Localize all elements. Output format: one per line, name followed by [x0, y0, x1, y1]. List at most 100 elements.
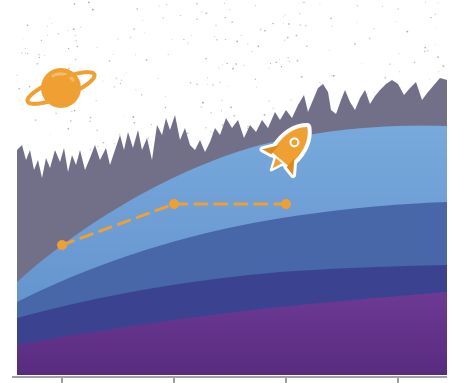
star — [331, 75, 333, 77]
star — [74, 34, 77, 37]
star — [406, 30, 409, 33]
star — [247, 128, 249, 130]
star — [132, 116, 135, 118]
star — [115, 77, 118, 80]
star — [108, 60, 111, 62]
star — [235, 63, 238, 65]
star — [236, 40, 239, 43]
star — [389, 63, 391, 65]
star — [28, 85, 31, 88]
star — [297, 2, 299, 4]
star — [216, 38, 218, 41]
star — [201, 139, 203, 141]
star — [73, 3, 76, 5]
star — [21, 52, 23, 54]
star — [282, 22, 284, 24]
star — [96, 129, 98, 132]
star — [179, 14, 182, 17]
star — [44, 54, 46, 56]
star — [398, 71, 401, 73]
star — [305, 24, 307, 27]
star — [210, 112, 212, 114]
star — [120, 79, 123, 82]
star — [97, 145, 99, 148]
star — [16, 74, 18, 76]
star — [232, 67, 234, 70]
star — [88, 1, 90, 4]
star — [36, 62, 39, 65]
star — [222, 63, 224, 65]
star — [280, 66, 283, 68]
star — [257, 45, 260, 48]
star — [67, 67, 70, 70]
star — [319, 3, 321, 5]
star — [295, 34, 298, 37]
rocket-icon — [259, 123, 312, 179]
star — [38, 54, 40, 56]
star — [167, 54, 169, 55]
star — [299, 12, 301, 15]
star — [368, 37, 371, 40]
star — [186, 132, 189, 135]
star — [89, 7, 90, 9]
star — [269, 63, 272, 65]
star — [221, 124, 224, 126]
star — [102, 141, 105, 144]
star — [57, 32, 60, 35]
star — [24, 47, 27, 50]
star — [251, 51, 253, 53]
star — [427, 50, 429, 52]
star — [218, 81, 221, 84]
star — [356, 5, 359, 7]
star — [304, 1, 306, 3]
star — [215, 24, 217, 27]
star — [196, 83, 199, 86]
star — [354, 43, 356, 45]
star — [247, 43, 249, 45]
star — [227, 85, 229, 87]
star — [40, 39, 43, 42]
star — [158, 5, 160, 7]
star — [438, 70, 440, 72]
star — [202, 101, 204, 104]
star — [437, 56, 439, 58]
star — [205, 12, 208, 15]
star — [268, 100, 270, 102]
star — [398, 53, 400, 55]
star — [91, 8, 94, 11]
star — [171, 39, 173, 41]
star — [142, 20, 144, 21]
star — [74, 58, 77, 61]
star — [49, 133, 51, 135]
star — [129, 36, 132, 39]
star — [190, 34, 192, 37]
star — [145, 58, 148, 61]
star — [221, 99, 223, 102]
star — [114, 143, 116, 145]
star — [47, 34, 49, 36]
path-point — [57, 240, 67, 250]
star — [147, 137, 150, 139]
path-point — [169, 199, 179, 209]
star — [296, 59, 299, 62]
star — [224, 38, 227, 41]
star — [221, 110, 223, 112]
star — [305, 45, 308, 48]
star — [223, 2, 225, 4]
star — [366, 93, 368, 95]
star — [435, 28, 437, 30]
star — [213, 35, 215, 38]
star — [135, 89, 137, 91]
star — [424, 1, 427, 3]
star — [164, 106, 167, 109]
star — [200, 106, 203, 108]
star — [437, 2, 439, 4]
star — [397, 8, 399, 10]
star — [286, 36, 289, 39]
star — [278, 59, 280, 61]
star — [430, 17, 432, 19]
star — [157, 78, 159, 80]
star — [434, 13, 437, 16]
star — [255, 86, 257, 88]
